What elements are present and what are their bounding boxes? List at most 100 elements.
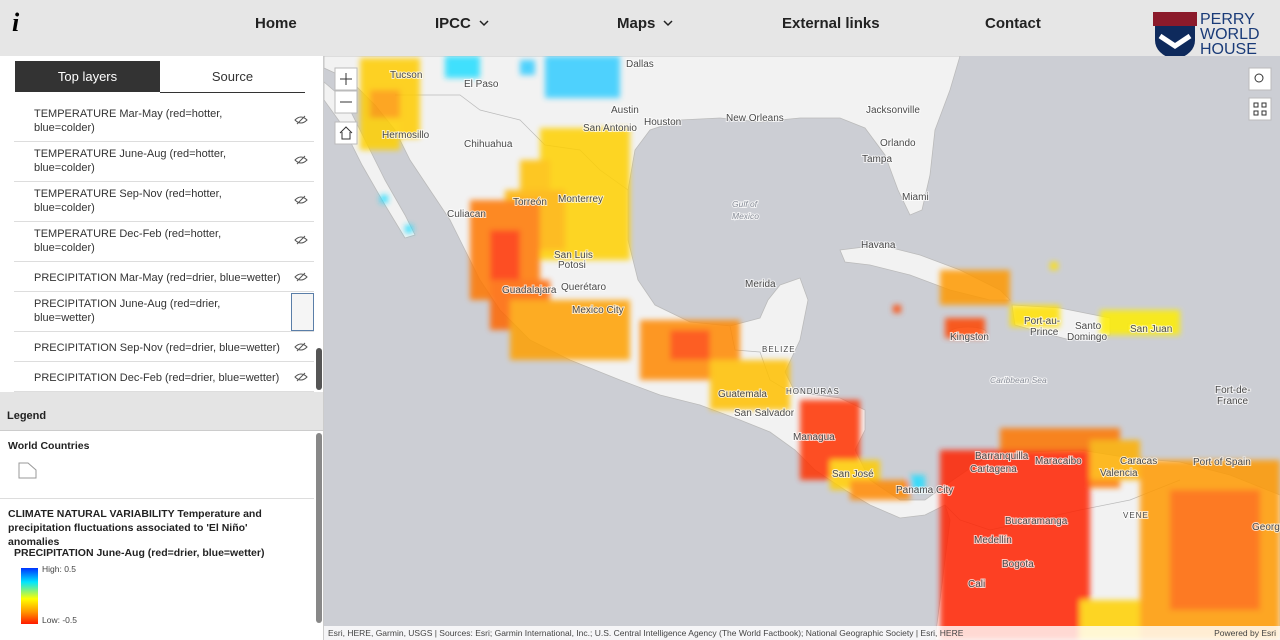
place-label: Maracaibo xyxy=(1035,456,1082,467)
chevron xyxy=(663,20,673,27)
visibility-toggle[interactable] xyxy=(294,342,308,352)
place-label: San Luis xyxy=(554,250,593,261)
place-label: Caracas xyxy=(1120,456,1157,467)
place-label: Havana xyxy=(861,240,896,251)
layer-item[interactable]: PRECIPITATION June-Aug (red=drier, blue=… xyxy=(14,292,314,332)
eye-icon xyxy=(294,235,308,245)
place-label: Caribbean Sea xyxy=(990,375,1047,385)
visibility-toggle[interactable] xyxy=(294,372,308,382)
layer-item[interactable]: TEMPERATURE Sep-Nov (red=hotter, blue=co… xyxy=(14,182,314,222)
place-label: Querétaro xyxy=(561,282,606,293)
heat-cell xyxy=(405,225,413,233)
place-label: Kingston xyxy=(950,332,989,343)
info-icon[interactable]: i xyxy=(12,8,20,37)
place-label: Jacksonville xyxy=(866,105,920,116)
logo-line: PERRY xyxy=(1200,11,1255,28)
visibility-toggle[interactable] xyxy=(291,293,314,331)
nav-item[interactable]: Maps xyxy=(617,15,673,32)
visibility-toggle[interactable] xyxy=(294,155,308,165)
logo[interactable]: PERRY WORLD HOUSE University of Pennsylv… xyxy=(1152,10,1277,64)
scrollbar[interactable] xyxy=(316,348,322,390)
nav-item[interactable]: Contact xyxy=(985,15,1041,32)
nav-item[interactable]: Home xyxy=(255,15,297,32)
place-label: San Salvador xyxy=(734,408,795,419)
legend-header: Legend xyxy=(0,392,323,431)
layer-item[interactable]: TEMPERATURE Dec-Feb (red=hotter, blue=co… xyxy=(14,222,314,262)
place-label: Orlando xyxy=(880,138,916,149)
tab[interactable]: Source xyxy=(160,61,305,93)
eye-icon xyxy=(294,372,308,382)
place-label: Fort-de- xyxy=(1215,385,1251,396)
place-label: Potosi xyxy=(558,260,586,271)
eye-icon xyxy=(294,115,308,125)
logo-line: HOUSE xyxy=(1200,41,1257,58)
nav-label: Home xyxy=(255,15,297,32)
heat-cell xyxy=(510,300,630,360)
layer-name: TEMPERATURE June-Aug (red=hotter, blue=c… xyxy=(34,148,227,174)
place-label: Culiacan xyxy=(447,209,486,220)
heat-cell xyxy=(940,270,1010,305)
place-label: El Paso xyxy=(464,79,499,90)
logo-banner xyxy=(1153,12,1197,26)
chevron-path xyxy=(663,20,673,27)
heat-cell xyxy=(380,195,388,203)
heat-cell xyxy=(445,56,480,78)
nav-item[interactable]: IPCC xyxy=(435,15,489,32)
map[interactable]: Tucson El Paso Dallas Austin Houston San Anto… xyxy=(324,56,1280,640)
logo-line: WORLD xyxy=(1200,26,1260,43)
place-label: Monterrey xyxy=(558,194,603,205)
layer-name: PRECIPITATION Sep-Nov (red=drier, blue=w… xyxy=(34,342,280,354)
heat-cell xyxy=(545,56,620,98)
chevron xyxy=(479,20,489,27)
layer-item[interactable]: TEMPERATURE June-Aug (red=hotter, blue=c… xyxy=(14,142,314,182)
layer-name: TEMPERATURE Mar-May (red=hotter, blue=co… xyxy=(34,108,223,134)
scrollbar[interactable] xyxy=(316,433,322,623)
home-icon xyxy=(339,126,353,140)
heat-overlay xyxy=(360,56,1280,640)
ramp-high: High: 0.5 xyxy=(42,564,77,574)
plus-icon xyxy=(340,73,352,85)
place-label: Dallas xyxy=(626,59,654,70)
place-label: Houston xyxy=(644,117,681,128)
zoom-controls[interactable] xyxy=(334,67,1272,145)
color-ramp xyxy=(21,568,38,624)
place-label: Georg xyxy=(1252,522,1280,533)
search-button[interactable] xyxy=(1248,67,1272,91)
ramp-low: Low: -0.5 xyxy=(42,615,77,625)
heat-cell xyxy=(1050,262,1058,270)
nav-item[interactable]: External links xyxy=(782,15,880,32)
place-label: Domingo xyxy=(1067,332,1107,343)
place-label: Gulf of xyxy=(732,199,759,209)
visibility-toggle[interactable] xyxy=(294,272,308,282)
place-label: Hermosillo xyxy=(382,130,430,141)
place-label: Tampa xyxy=(862,154,892,165)
layer-item[interactable]: PRECIPITATION Sep-Nov (red=drier, blue=w… xyxy=(14,332,314,362)
chevron-path xyxy=(479,20,489,27)
place-label: VENE xyxy=(1123,511,1149,520)
place-label: San José xyxy=(832,469,874,480)
tab[interactable]: Top layers xyxy=(15,61,160,92)
place-label: Barranquilla xyxy=(975,451,1029,462)
home-button[interactable] xyxy=(334,121,358,145)
grid-icon xyxy=(1253,102,1267,116)
layer-item[interactable]: PRECIPITATION Dec-Feb (red=drier, blue=w… xyxy=(14,362,314,392)
attribution: Esri, HERE, Garmin, USGS | Sources: Esri… xyxy=(328,628,964,638)
heat-cell xyxy=(670,330,710,360)
basemap-button[interactable] xyxy=(1248,97,1272,121)
place-label: Valencia xyxy=(1100,468,1138,479)
place-label: Torreón xyxy=(513,197,547,208)
powered-by: Powered by Esri xyxy=(1214,628,1276,638)
nav-label: Maps xyxy=(617,15,656,32)
visibility-toggle[interactable] xyxy=(294,235,308,245)
layer-item[interactable]: PRECIPITATION Mar-May (red=drier, blue=w… xyxy=(14,262,314,292)
visibility-toggle[interactable] xyxy=(294,195,308,205)
layer-name: TEMPERATURE Dec-Feb (red=hotter, blue=co… xyxy=(34,228,222,254)
visibility-toggle[interactable] xyxy=(294,115,308,125)
layer-item[interactable]: TEMPERATURE Mar-May (red=hotter, blue=co… xyxy=(14,102,314,142)
heat-cell xyxy=(893,305,901,313)
heat-cell xyxy=(1170,490,1260,610)
place-label: Tucson xyxy=(390,70,422,81)
place-label: France xyxy=(1217,396,1249,407)
eye-icon xyxy=(294,342,308,352)
